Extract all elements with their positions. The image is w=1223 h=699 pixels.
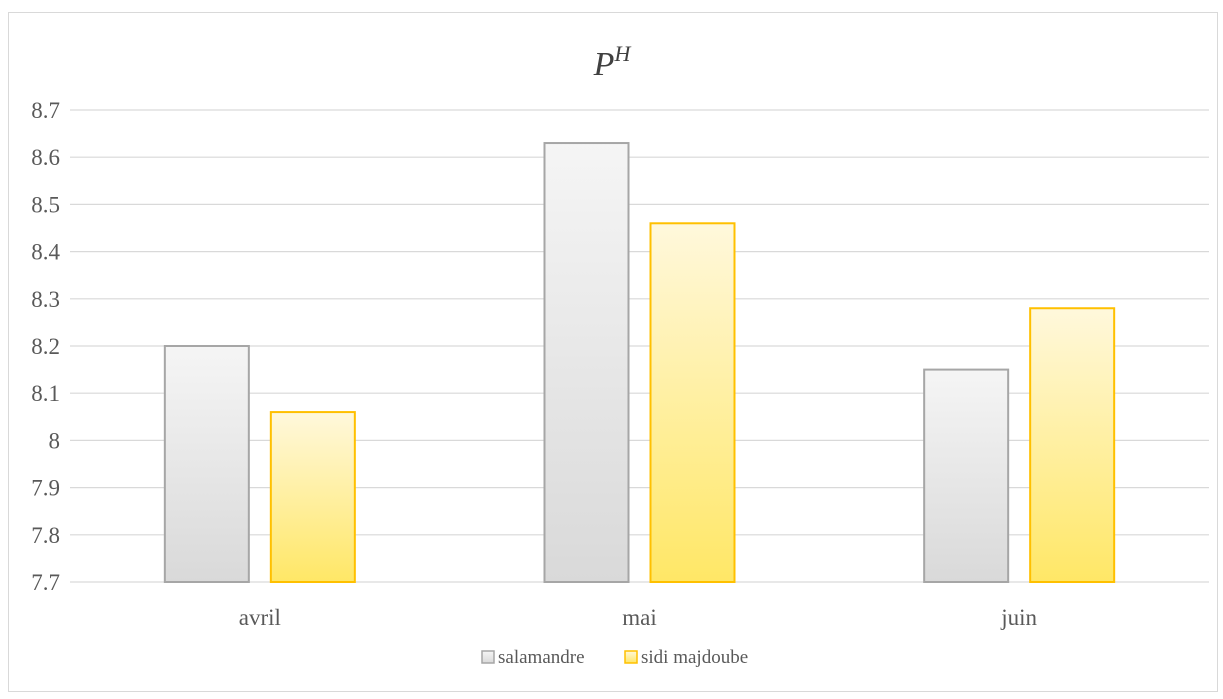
y-tick-label: 8 [49, 428, 61, 453]
legend-label: sidi majdoube [641, 647, 748, 668]
chart-title: PH [593, 41, 632, 83]
legend-item-salamandre: salamandre [481, 647, 585, 668]
y-tick-label: 8.6 [31, 145, 60, 170]
x-category-label: juin [1000, 605, 1037, 630]
y-tick-label: 8.7 [31, 98, 60, 123]
y-tick-label: 8.3 [31, 287, 60, 312]
chart-title-main: P [593, 46, 615, 83]
bar-sidi-majdoube-juin [1029, 307, 1116, 583]
bar-sidi-majdoube-avril [269, 411, 356, 583]
legend-item-sidi-majdoube: sidi majdoube [624, 647, 748, 668]
y-tick-label: 8.4 [31, 240, 60, 265]
bars [163, 142, 1116, 583]
y-tick-label: 7.7 [31, 570, 60, 595]
legend-label: salamandre [498, 647, 585, 668]
x-category-label: avril [239, 605, 281, 630]
bar-salamandre-mai [543, 142, 630, 583]
bar-sidi-majdoube-mai [649, 222, 736, 583]
x-category-label: mai [622, 605, 657, 630]
bar-salamandre-juin [923, 368, 1010, 583]
legend: salamandre sidi majdoube [481, 647, 748, 668]
y-tick-label: 7.8 [31, 523, 60, 548]
y-tick-label: 8.1 [31, 381, 60, 406]
legend-swatch [481, 650, 495, 664]
y-axis-tick-labels: 7.7 7.8 7.9 8 8.1 8.2 8.3 8.4 8.5 8.6 8.7 [31, 98, 60, 595]
x-axis-category-labels: avril mai juin [239, 605, 1038, 630]
chart-title-superscript: H [613, 41, 631, 66]
y-tick-label: 7.9 [31, 476, 60, 501]
gridlines [70, 109, 1209, 583]
legend-swatch [624, 650, 638, 664]
bar-salamandre-avril [163, 345, 250, 583]
y-tick-label: 8.2 [31, 334, 60, 359]
y-tick-label: 8.5 [31, 192, 60, 217]
